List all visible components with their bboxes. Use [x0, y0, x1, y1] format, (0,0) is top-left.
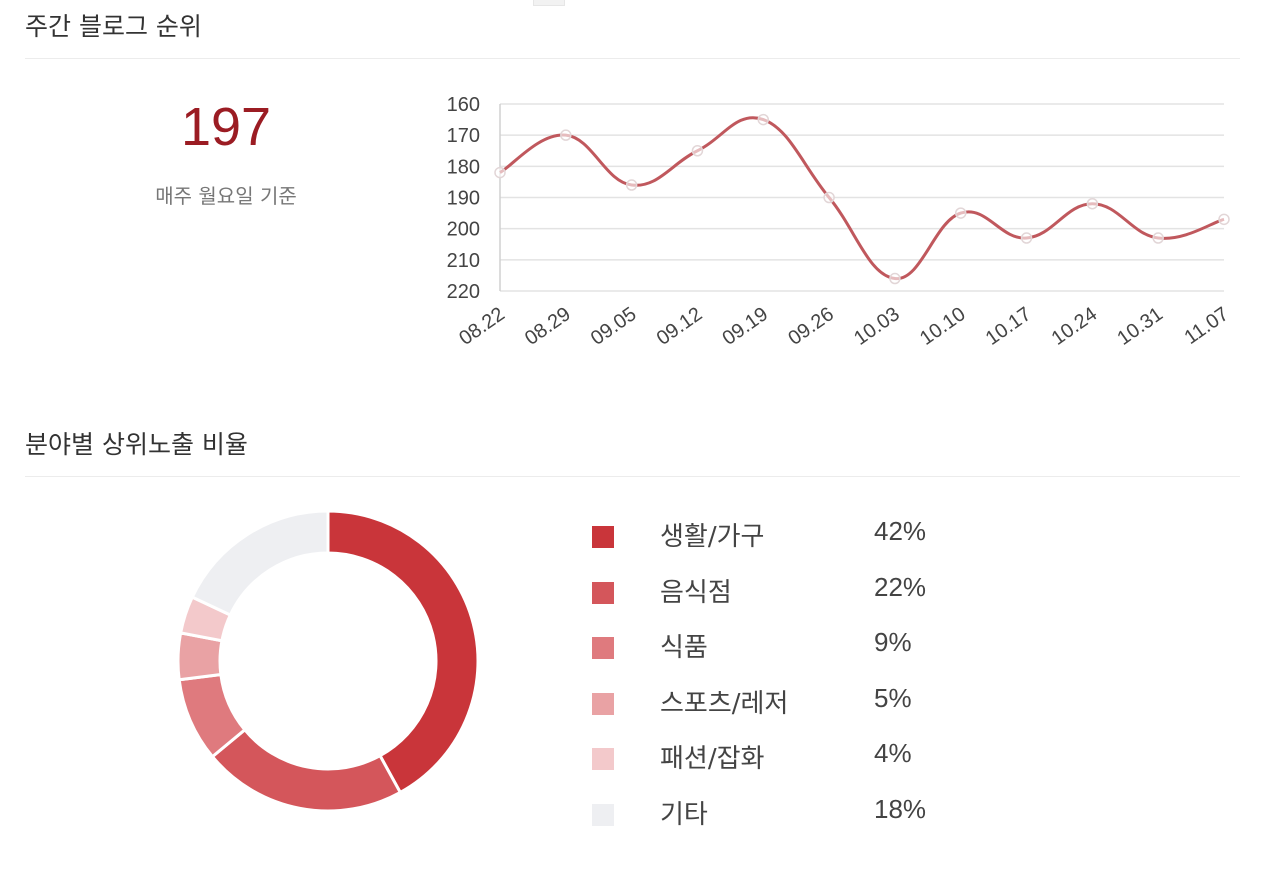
category-donut-chart: [176, 509, 480, 813]
legend-swatch: [592, 748, 614, 771]
x-tick-label: 09.19: [719, 303, 773, 350]
category-ratio-title: 분야별 상위노출 비율: [25, 430, 248, 459]
data-point: [560, 129, 572, 141]
category-legend: 생활/가구 42% 음식점 22% 식품 9% 스포츠/레저 5% 패션/잡화 4% 기타 18%: [592, 510, 952, 844]
y-tick-label: 220: [447, 281, 480, 303]
legend-item: 기타 18%: [592, 788, 952, 844]
x-tick-label: 10.17: [982, 303, 1036, 350]
data-point: [691, 145, 704, 157]
data-point: [1086, 197, 1099, 210]
legend-percent: 22%: [874, 571, 927, 602]
legend-item: 생활/가구 42%: [592, 510, 952, 566]
legend-label: 생활/가구: [660, 522, 765, 552]
legend-percent: 4%: [874, 738, 912, 769]
legend-label: 기타: [660, 799, 708, 830]
donut-slice: [210, 727, 403, 813]
data-point: [1152, 232, 1164, 244]
weekly-rank-title: 주간 블로그 순위: [25, 12, 202, 41]
donut-slice: [190, 509, 330, 618]
legend-item: 패션/잡화 4%: [592, 732, 952, 788]
legend-percent: 18%: [874, 793, 927, 824]
legend-item: 음식점 22%: [592, 566, 952, 622]
weekly-divider: [25, 58, 1240, 59]
x-tick-label: 10.31: [1113, 303, 1167, 350]
legend-swatch: [592, 637, 614, 660]
rank-caption: 매주 월요일 기준: [155, 184, 297, 208]
data-point: [757, 113, 770, 126]
legend-label: 식품: [660, 633, 708, 664]
legend-percent: 42%: [874, 516, 927, 546]
legend-swatch: [592, 803, 614, 826]
data-point: [889, 272, 901, 285]
data-point: [625, 179, 638, 191]
x-tick-label: 08.29: [521, 303, 575, 350]
current-rank-value: 197: [180, 97, 272, 157]
y-tick-label: 190: [447, 188, 480, 210]
x-tick-label: 09.05: [587, 303, 641, 350]
legend-item: 스포츠/레저 5%: [592, 677, 952, 733]
x-tick-label: 10.10: [916, 303, 970, 350]
legend-swatch: [592, 526, 614, 548]
legend-percent: 9%: [874, 627, 912, 658]
x-tick-label: 10.03: [850, 303, 904, 350]
legend-label: 스포츠/레저: [660, 688, 789, 719]
legend-label: 음식점: [660, 577, 732, 608]
data-point: [1020, 232, 1033, 244]
x-tick-label: 11.07: [1180, 303, 1232, 349]
data-point: [494, 166, 506, 179]
x-tick-label: 09.26: [784, 303, 838, 350]
legend-label: 패션/잡화: [660, 744, 765, 775]
data-point: [1218, 213, 1230, 226]
y-tick-label: 180: [447, 156, 480, 178]
x-tick-label: 09.12: [653, 303, 707, 350]
x-tick-label: 10.24: [1048, 303, 1102, 350]
data-point: [823, 191, 835, 204]
y-tick-label: 170: [447, 125, 480, 147]
donut-slice: [326, 509, 480, 795]
y-tick-label: 200: [447, 219, 480, 241]
category-divider: [25, 476, 1240, 477]
legend-item: 식품 9%: [592, 621, 952, 677]
data-point: [954, 207, 967, 219]
legend-swatch: [592, 692, 614, 715]
top-tab-handle: [533, 0, 565, 6]
y-tick-label: 160: [447, 94, 480, 116]
y-tick-label: 210: [447, 250, 480, 272]
legend-percent: 5%: [874, 682, 912, 713]
legend-swatch: [592, 581, 614, 604]
x-tick-label: 08.22: [455, 303, 509, 350]
